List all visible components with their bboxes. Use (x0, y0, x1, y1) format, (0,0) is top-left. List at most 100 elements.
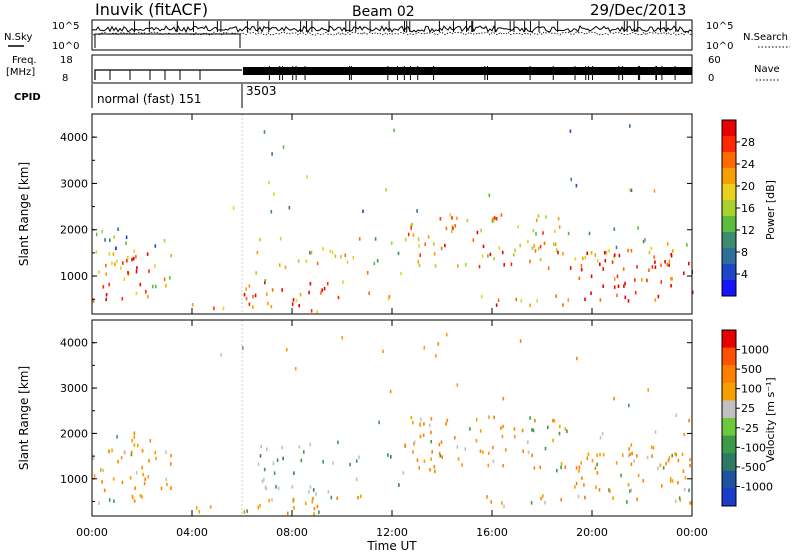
range-gate-cell (671, 453, 673, 458)
range-gate-cell (594, 466, 597, 470)
range-gate-cell (149, 439, 152, 443)
range-gate-cell (352, 256, 355, 260)
range-gate-cell (139, 282, 142, 287)
range-gate-cell (495, 303, 498, 307)
range-gate-cell (111, 448, 113, 453)
range-gate-cell (165, 477, 168, 482)
range-gate-cell (629, 452, 631, 456)
range-gate-cell (170, 453, 172, 458)
velocity-ylabel: Slant Range [km] (17, 366, 31, 470)
velocity-y-axis: 1000 2000 3000 4000 (60, 337, 692, 502)
range-gate-cell (684, 476, 687, 480)
range-gate-cell (313, 506, 316, 511)
range-gate-cell (519, 243, 521, 248)
range-gate-cell (629, 124, 631, 128)
range-gate-cell (322, 460, 324, 464)
range-gate-cell (270, 304, 273, 309)
range-gate-cell (539, 244, 542, 249)
range-gate-cell (514, 248, 516, 253)
range-gate-cell (539, 465, 541, 470)
range-gate-cell (388, 295, 391, 299)
range-gate-cell (412, 233, 415, 237)
range-gate-cell (170, 462, 172, 466)
range-gate-cell (257, 505, 259, 510)
range-gate-cell (562, 252, 564, 256)
range-gate-cell (170, 253, 172, 258)
range-gate-cell (407, 232, 410, 237)
range-gate-cell (155, 456, 157, 461)
range-gate-cell (282, 456, 284, 461)
range-gate-cell (191, 303, 194, 307)
range-gate-cell (495, 217, 498, 221)
range-gate-cell (271, 152, 273, 156)
range-gate-cell (263, 477, 265, 482)
range-gate-cell (608, 249, 610, 253)
cpid-segment-2: 3503 (246, 84, 277, 98)
range-gate-cell (519, 339, 522, 343)
range-gate-cell (675, 453, 677, 457)
range-gate-cell (120, 266, 122, 270)
range-gate-cell (581, 476, 583, 480)
date-title: 29/Dec/2013 (590, 1, 686, 19)
range-gate-cell (613, 285, 616, 289)
range-gate-cell (273, 471, 276, 475)
range-gate-cell (429, 423, 431, 428)
range-gate-cell (316, 310, 318, 314)
range-gate-cell (553, 419, 556, 423)
range-gate-cell (580, 267, 583, 272)
range-gate-cell (456, 216, 458, 221)
range-gate-cell (133, 256, 135, 261)
range-gate-cell (654, 260, 656, 264)
range-gate-cell (493, 257, 495, 261)
range-gate-cell (260, 444, 262, 449)
range-gate-cell (628, 403, 630, 408)
range-gate-cell (677, 481, 679, 485)
range-gate-cell (254, 293, 257, 298)
range-gate-cell (617, 284, 620, 288)
range-gate-cell (148, 459, 150, 463)
range-gate-cell (423, 459, 426, 463)
range-gate-cell (308, 290, 310, 295)
range-gate-cell (318, 510, 320, 514)
range-gate-cell (488, 415, 490, 419)
range-gate-cell (623, 284, 625, 288)
range-gate-cell (556, 468, 558, 473)
range-gate-cell (387, 296, 390, 301)
range-gate-cell (627, 248, 629, 253)
range-gate-cell (665, 461, 667, 466)
frequency-trace (94, 66, 692, 80)
range-gate-cell (438, 442, 441, 447)
range-gate-cell (481, 254, 484, 258)
range-gate-cell (449, 213, 452, 217)
range-gate-cell (280, 236, 282, 241)
nsearch-line (91, 31, 693, 36)
range-gate-cell (419, 434, 422, 439)
range-gate-cell (569, 266, 572, 270)
range-gate-cell (564, 465, 566, 469)
range-gate-cell (115, 246, 117, 251)
range-gate-cell (327, 490, 330, 494)
velocity-cbar-swatch-8 (722, 470, 736, 489)
cpid-row: CPID normal (fast) 151 3503 (14, 84, 277, 108)
range-gate-cell (105, 263, 107, 268)
range-gate-cell (489, 252, 492, 257)
time-xlabel: Time UT (366, 539, 417, 553)
range-gate-cell (430, 439, 432, 444)
range-gate-cell (413, 442, 415, 446)
range-gate-cell (101, 480, 103, 484)
velocity-cbar-swatch-7 (722, 453, 736, 472)
range-gate-cell (439, 217, 442, 221)
velocity-cbar-tick-7: -1000 (741, 480, 773, 493)
range-gate-cell (271, 498, 273, 502)
range-gate-cell (416, 458, 419, 462)
range-gate-cell (587, 452, 590, 456)
range-gate-cell (630, 188, 633, 193)
range-gate-cell (631, 451, 633, 456)
range-gate-cell (336, 496, 338, 500)
range-gate-cell (337, 295, 340, 300)
range-gate-cell (134, 486, 136, 490)
velocity-colorbar-label: Velocity [m s⁻¹] (764, 377, 777, 462)
range-gate-cell (480, 294, 483, 299)
range-gate-cell (668, 259, 671, 264)
range-gate-cell (278, 263, 281, 267)
